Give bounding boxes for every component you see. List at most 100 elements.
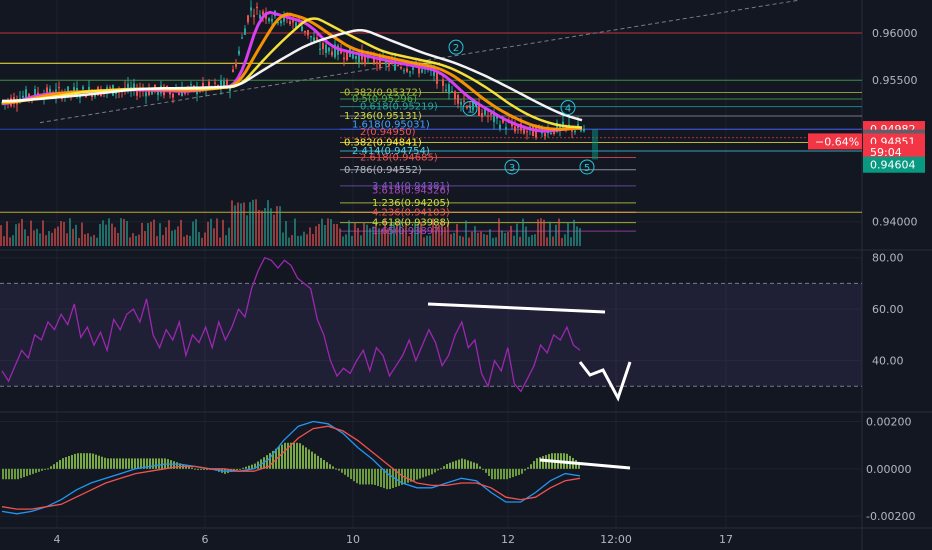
volume-bar-282 xyxy=(282,232,284,246)
candle-body-56 xyxy=(169,91,171,95)
volume-bar-342 xyxy=(342,236,344,246)
candle-body-92 xyxy=(277,22,279,24)
candle-body-145 xyxy=(436,71,438,84)
volume-bar-414 xyxy=(414,223,416,246)
fib-label-4: 1.618(0.95031) xyxy=(352,120,430,131)
macd-hist-308 xyxy=(308,449,310,469)
macd-hist-578 xyxy=(578,462,580,469)
rsi-panel xyxy=(0,256,862,402)
volume-bar-207 xyxy=(207,221,209,246)
candle-body-121 xyxy=(364,55,366,65)
macd-hist-59 xyxy=(59,460,61,469)
volume-bar-483 xyxy=(483,234,485,246)
wave-circle-2 xyxy=(504,159,520,175)
macd-hist-20 xyxy=(20,468,22,479)
volume-bar-12 xyxy=(12,235,14,246)
candle-body-118 xyxy=(355,56,357,59)
macd-hist-542 xyxy=(542,456,544,469)
rsi-axis-tick-1: 60.00 xyxy=(872,303,904,316)
volume-bar-354 xyxy=(354,222,356,246)
candle-body-105 xyxy=(316,37,318,40)
volume-bar-288 xyxy=(288,237,290,246)
macd-hist-86 xyxy=(86,453,88,469)
candle-body-134 xyxy=(403,70,405,72)
candle-body-101 xyxy=(304,30,306,33)
candle-body-119 xyxy=(358,55,360,63)
volume-bar-402 xyxy=(402,228,404,246)
candle-body-96 xyxy=(289,21,291,25)
macd-hist-401 xyxy=(401,468,403,485)
volume-bar-279 xyxy=(279,206,281,246)
macd-axis-tick-1: 0.00000 xyxy=(866,463,912,476)
macd-hist-503 xyxy=(503,468,505,480)
macd-hist-407 xyxy=(407,468,409,483)
candle-body-63 xyxy=(190,84,192,86)
candle-body-48 xyxy=(145,92,147,97)
rsi-line xyxy=(1,256,581,393)
macd-hist-470 xyxy=(470,461,472,469)
macd-hist-191 xyxy=(191,467,193,469)
macd-hist-284 xyxy=(284,442,286,469)
volume-bar-237 xyxy=(237,202,239,246)
macd-hist-425 xyxy=(425,468,427,477)
candle-body-9 xyxy=(28,94,30,97)
candle-body-74 xyxy=(223,80,225,87)
macd-hist-245 xyxy=(245,466,247,469)
macd-hist-281 xyxy=(281,444,283,469)
volume-bar-378 xyxy=(378,228,380,246)
candle-body-94 xyxy=(283,14,285,22)
macd-hist-392 xyxy=(392,468,394,489)
macd-hist-395 xyxy=(395,468,397,487)
candle-body-108 xyxy=(325,44,327,53)
fib-label-13: 4.236(0.94103) xyxy=(372,207,450,218)
volume-bar-108 xyxy=(108,218,110,246)
macd-hist-317 xyxy=(317,455,319,469)
macd-hist-383 xyxy=(383,468,385,489)
candle-body-26 xyxy=(79,96,81,99)
macd-hist-479 xyxy=(479,466,481,469)
macd-hist-404 xyxy=(404,468,406,484)
volume-bar-27 xyxy=(27,235,29,246)
volume-bar-489 xyxy=(489,229,491,246)
candle-body-22 xyxy=(67,86,69,96)
candle-body-79 xyxy=(238,50,240,55)
candle-body-124 xyxy=(373,57,375,63)
macd-hist-341 xyxy=(341,468,343,473)
candle-body-111 xyxy=(334,44,336,58)
volume-bar-87 xyxy=(87,233,89,246)
volume-bar-60 xyxy=(60,220,62,246)
volume-bar-30 xyxy=(30,220,32,246)
volume-bar-168 xyxy=(168,220,170,246)
macd-hist-500 xyxy=(500,468,502,480)
candle-body-162 xyxy=(487,115,489,117)
rsi-axis-tick-0: 80.00 xyxy=(872,252,904,265)
candle-body-139 xyxy=(418,66,420,74)
candle-body-76 xyxy=(229,86,231,91)
candle-body-82 xyxy=(247,15,249,23)
candle-body-100 xyxy=(301,26,303,32)
volume-bar-306 xyxy=(306,234,308,246)
candle-body-163 xyxy=(490,113,492,115)
candle-body-154 xyxy=(463,100,465,102)
macd-hist-47 xyxy=(47,468,49,470)
volume-bar-420 xyxy=(420,222,422,246)
macd-hist-269 xyxy=(269,453,271,469)
candle-body-148 xyxy=(445,89,447,92)
macd-hist-305 xyxy=(305,447,307,469)
volume-bar-348 xyxy=(348,220,350,246)
candle-body-97 xyxy=(292,20,294,23)
macd-hist-146 xyxy=(146,458,148,469)
trendline-dashed xyxy=(39,0,801,124)
change-tag-bg-2 xyxy=(808,133,862,150)
macd-hist-398 xyxy=(398,468,400,486)
candle-body-29 xyxy=(88,86,90,91)
rsi-trendline xyxy=(427,302,606,314)
candle-body-38 xyxy=(115,92,117,94)
volume-bar-15 xyxy=(15,224,17,246)
macd-hist-302 xyxy=(302,445,304,469)
macd-hist-101 xyxy=(101,456,103,469)
macd-hist-110 xyxy=(110,458,112,469)
candle-body-69 xyxy=(208,81,210,87)
